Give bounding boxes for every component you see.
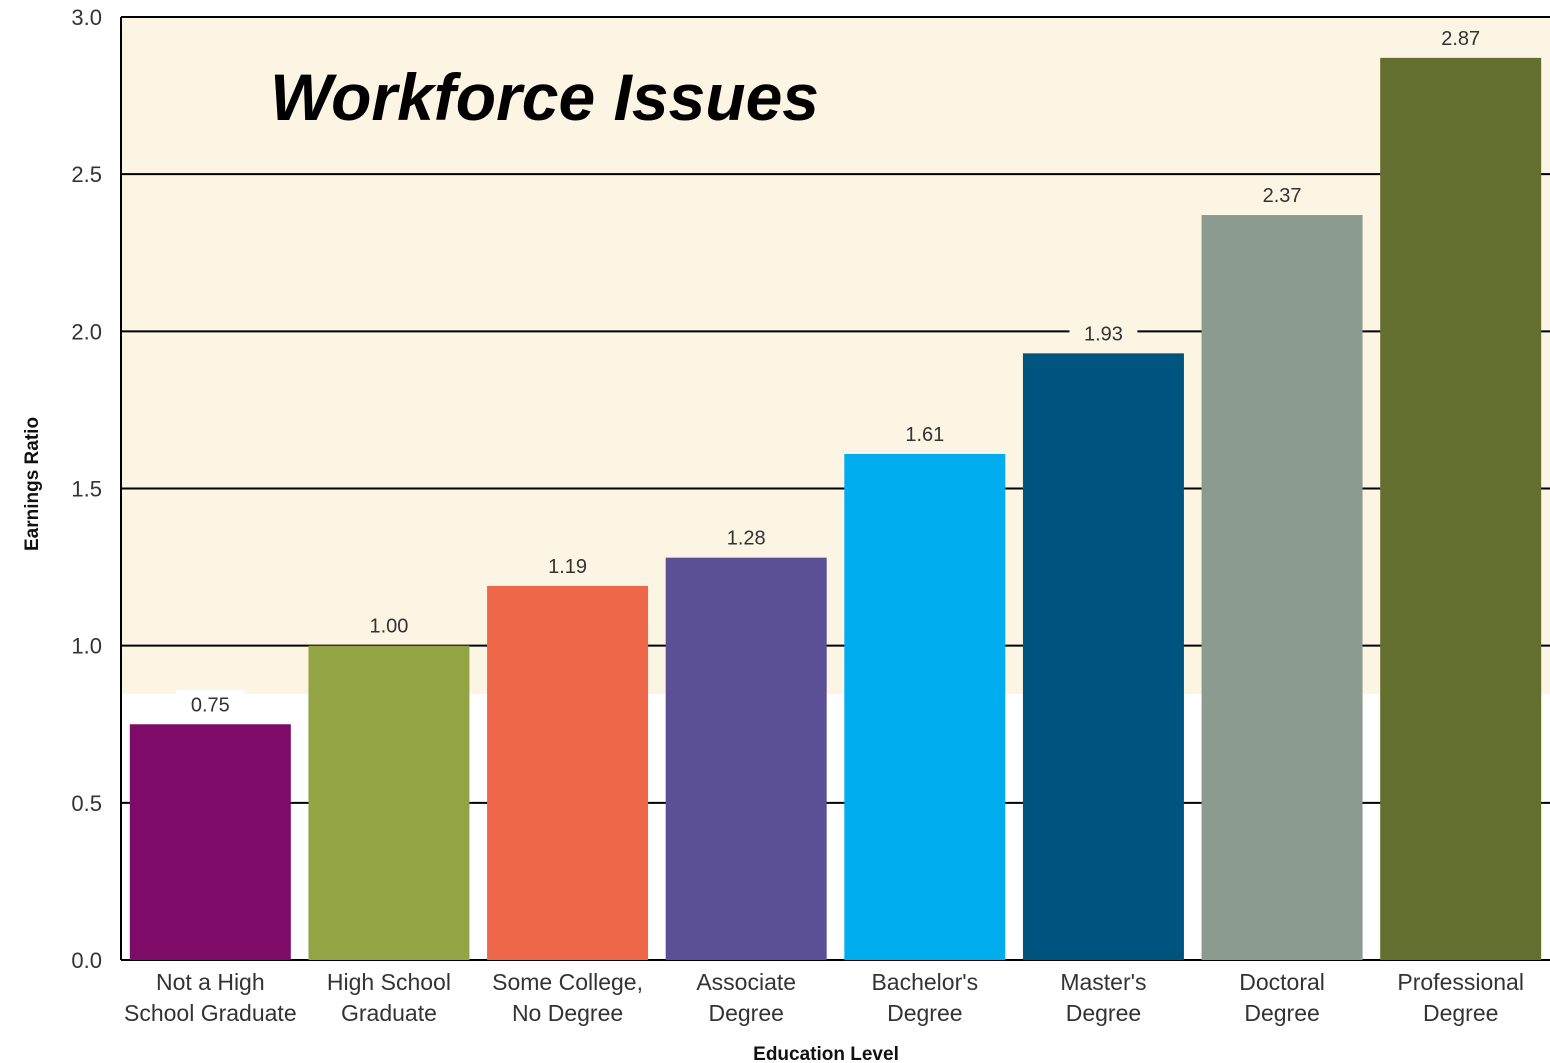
value-label-background xyxy=(712,523,781,552)
y-tick-label: 3.0 xyxy=(71,5,102,30)
value-label-background xyxy=(1069,319,1138,348)
bar xyxy=(1022,353,1184,960)
x-axis-ticks: Not a High School Graduate High School Grad… xyxy=(124,969,1524,1026)
x-tick-label: School Graduate xyxy=(124,1000,297,1026)
value-label: 2.37 xyxy=(1263,185,1302,207)
bar xyxy=(487,585,649,960)
x-tick-label: Professional xyxy=(1397,969,1524,995)
x-tick-label: Degree xyxy=(887,1000,962,1026)
value-label-background xyxy=(354,611,423,640)
y-tick-label: 0.0 xyxy=(71,948,102,973)
bar xyxy=(665,557,827,960)
y-tick-label: 2.5 xyxy=(71,162,102,187)
bar xyxy=(129,724,291,960)
x-tick-label: Associate xyxy=(696,969,796,995)
value-label-background xyxy=(1426,23,1495,52)
x-tick-label: Doctoral xyxy=(1239,969,1325,995)
y-tick-label: 1.0 xyxy=(71,634,102,659)
x-tick-label: Some College, xyxy=(492,969,643,995)
x-tick-label: Master's xyxy=(1060,969,1146,995)
x-tick-label: Bachelor's xyxy=(871,969,978,995)
value-label: 1.61 xyxy=(905,424,944,446)
y-tick-label: 0.5 xyxy=(71,791,102,816)
x-tick-label: Degree xyxy=(1244,1000,1319,1026)
bar xyxy=(1201,215,1363,960)
value-label: 1.93 xyxy=(1084,323,1123,345)
bars xyxy=(129,57,1542,960)
chart-headline: Workforce Issues xyxy=(270,60,819,134)
value-label-background xyxy=(176,690,245,719)
x-tick-label: Degree xyxy=(1066,1000,1141,1026)
x-tick-label: No Degree xyxy=(512,1000,623,1026)
value-labels: 0.75 1.00 1.19 1.28 1.61 1.93 2.37 2.87 xyxy=(176,23,1495,719)
value-label: 0.75 xyxy=(191,694,230,716)
value-label-background xyxy=(1248,181,1317,210)
bar xyxy=(308,645,470,960)
value-label: 1.28 xyxy=(727,528,766,550)
value-label-background xyxy=(890,419,959,448)
y-tick-label: 2.0 xyxy=(71,319,102,344)
y-axis-ticks: 0.0 0.5 1.0 1.5 2.0 2.5 3.0 xyxy=(71,5,102,973)
value-label: 1.19 xyxy=(548,556,587,578)
value-label-background xyxy=(533,551,602,580)
y-axis-title: Earnings Ratio xyxy=(22,417,43,551)
x-tick-label: Degree xyxy=(1423,1000,1498,1026)
y-tick-label: 1.5 xyxy=(71,477,102,502)
x-tick-label: Degree xyxy=(708,1000,783,1026)
x-axis-title: Education Level xyxy=(753,1044,899,1063)
bar xyxy=(844,453,1006,960)
x-tick-label: Not a High xyxy=(156,969,265,995)
value-label: 2.87 xyxy=(1441,28,1480,50)
value-label: 1.00 xyxy=(369,616,408,638)
x-tick-label: Graduate xyxy=(341,1000,437,1026)
x-tick-label: High School xyxy=(327,969,451,995)
bar xyxy=(1380,57,1542,960)
